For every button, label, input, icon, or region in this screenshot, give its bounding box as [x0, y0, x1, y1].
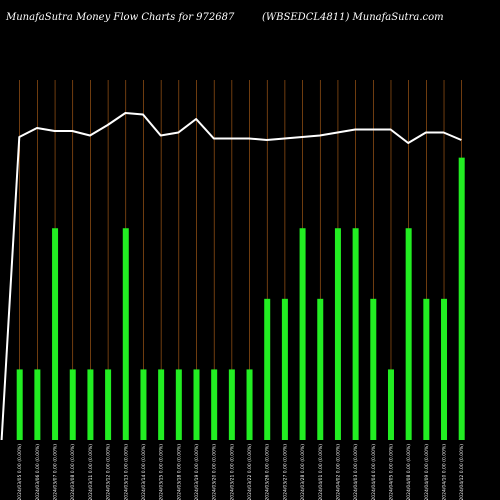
bar [423, 298, 430, 440]
x-tick-label: 2024/04/03 0.00 (0.00%) [353, 444, 359, 500]
x-tick-label: 2024/04/08 0.00 (0.00%) [406, 444, 412, 500]
bar [352, 228, 359, 440]
bar [87, 369, 94, 440]
bar [228, 369, 235, 440]
price-line [0, 112, 462, 441]
x-tick-label: 2024/03/06 0.00 (0.00%) [35, 444, 41, 500]
x-tick-label: 2024/03/13 0.00 (0.00%) [123, 444, 129, 500]
x-tick-label: 2024/03/28 0.00 (0.00%) [300, 444, 306, 500]
x-tick-label: 2024/03/08 0.00 (0.00%) [70, 444, 76, 500]
bar [16, 369, 23, 440]
x-tick-labels: 2024/03/05 0.00 (0.00%) 2024/03/06 0.00 (… [17, 444, 465, 500]
bar [193, 369, 200, 440]
x-tick-label: 2024/04/09 0.00 (0.00%) [424, 444, 430, 500]
x-tick-label: 2024/03/12 0.00 (0.00%) [106, 444, 112, 500]
chart-header-left: MunafaSutra Money Flow Charts for 972687 [6, 12, 235, 23]
bar [334, 228, 341, 440]
x-tick-label: 2024/04/02 0.00 (0.00%) [335, 444, 341, 500]
x-tick-label: 2024/04/05 0.00 (0.00%) [388, 444, 394, 500]
bar [140, 369, 147, 440]
bar [122, 228, 129, 440]
bar [246, 369, 253, 440]
chart-header-right: (WBSEDCL4811) MunafaSutra.com [262, 12, 444, 23]
bar [281, 298, 288, 440]
x-tick-label: 2024/03/05 0.00 (0.00%) [17, 444, 23, 500]
bar [52, 228, 59, 440]
x-tick-label: 2024/03/07 0.00 (0.00%) [53, 444, 59, 500]
x-tick-label: 2024/03/22 0.00 (0.00%) [247, 444, 253, 500]
bar [264, 298, 271, 440]
bar [211, 369, 218, 440]
bar [69, 369, 76, 440]
x-tick-label: 2024/04/12 0.00 (0.00%) [459, 444, 465, 500]
bar [370, 298, 377, 440]
x-tick-label: 2024/04/04 0.00 (0.00%) [371, 444, 377, 500]
x-tick-label: 2024/03/20 0.00 (0.00%) [212, 444, 218, 500]
bar [34, 369, 41, 440]
x-tick-label: 2024/03/21 0.00 (0.00%) [229, 444, 235, 500]
bar [158, 369, 165, 440]
bar [317, 298, 324, 440]
bar [105, 369, 112, 440]
bar [387, 369, 394, 440]
x-tick-label: 2024/03/19 0.00 (0.00%) [194, 444, 200, 500]
x-tick-label: 2024/03/15 0.00 (0.00%) [159, 444, 165, 500]
price-line-path [0, 112, 462, 441]
x-tick-label: 2024/04/10 0.00 (0.00%) [442, 444, 448, 500]
x-tick-label: 2024/03/18 0.00 (0.00%) [176, 444, 182, 500]
bar [299, 228, 306, 440]
bar [441, 298, 448, 440]
x-tick-label: 2024/03/26 0.00 (0.00%) [265, 444, 271, 500]
x-tick-label: 2024/03/27 0.00 (0.00%) [282, 444, 288, 500]
x-tick-label: 2024/03/11 0.00 (0.00%) [88, 444, 94, 500]
bars [16, 157, 465, 440]
bar [405, 228, 412, 440]
bar [175, 369, 182, 440]
bar [458, 157, 465, 440]
x-tick-label: 2024/03/14 0.00 (0.00%) [141, 444, 147, 500]
x-tick-label: 2024/04/01 0.00 (0.00%) [318, 444, 324, 500]
